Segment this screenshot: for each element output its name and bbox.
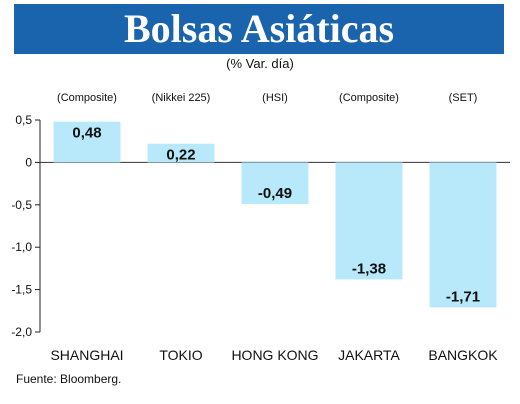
title-bar: Bolsas Asiáticas (14, 4, 504, 54)
index-label: (Composite) (57, 92, 117, 104)
data-label: 0,48 (72, 125, 101, 142)
y-tick-label: -1,5 (11, 283, 32, 297)
index-label: (Nikkei 225) (152, 92, 211, 104)
y-tick-label: -1,0 (11, 240, 32, 254)
source-note: Fuente: Bloomberg. (16, 372, 122, 386)
bar (147, 143, 215, 163)
bar (241, 162, 309, 204)
data-label: -0,49 (258, 185, 292, 202)
y-tick-label: 0,5 (15, 113, 32, 127)
y-tick-label: 0 (25, 155, 32, 169)
y-tick-label: -0,5 (11, 198, 32, 212)
data-label: -1,38 (352, 260, 386, 277)
index-label: (HSI) (262, 92, 288, 104)
bar (53, 121, 121, 163)
data-label: -1,71 (446, 288, 480, 305)
data-label: 0,22 (166, 147, 195, 164)
bar (335, 162, 403, 280)
chart-subtitle: (% Var. día) (226, 56, 294, 71)
bar (429, 162, 497, 308)
x-category-label: JAKARTA (338, 347, 400, 363)
chart-title: Bolsas Asiáticas (123, 6, 395, 51)
x-category-label: BANGKOK (428, 347, 498, 363)
y-tick-label: -2,0 (11, 325, 32, 339)
index-label: (SET) (449, 92, 478, 104)
x-category-label: SHANGHAI (50, 347, 123, 363)
index-label: (Composite) (339, 92, 399, 104)
x-category-label: TOKIO (159, 347, 202, 363)
x-category-label: HONG KONG (231, 347, 318, 363)
